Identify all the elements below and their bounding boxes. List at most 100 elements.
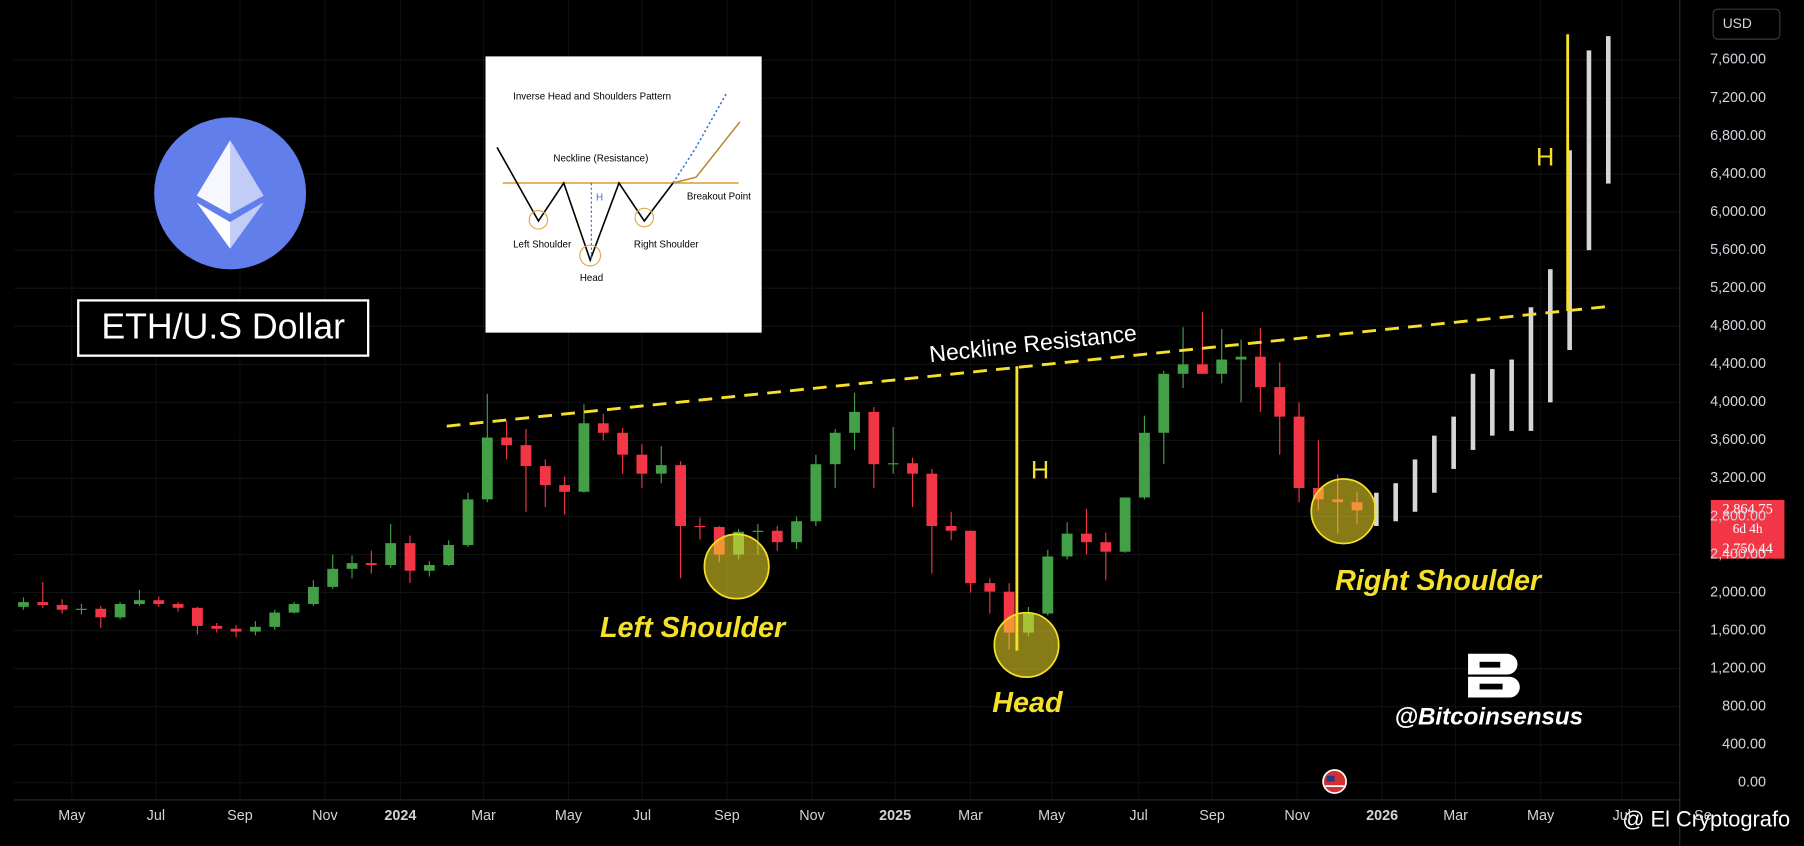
x-tick-label: May (1038, 808, 1066, 824)
watermark: @Bitcoinsensus (1394, 704, 1583, 731)
pattern-circle (1310, 478, 1377, 545)
x-tick-label: Sep (227, 808, 253, 824)
inset-breakout: Breakout Point (687, 191, 751, 202)
candle-body (984, 583, 996, 592)
candle-body (829, 432, 841, 465)
candle-body (481, 437, 493, 500)
candle-body (520, 445, 532, 467)
price-tag-price: 2,864.75 (1722, 502, 1772, 518)
y-tick-label: 5,200.00 (1710, 280, 1766, 296)
pattern-label: Left Shoulder (600, 612, 787, 644)
x-tick-label: Mar (958, 808, 983, 824)
inset-head: Head (580, 273, 603, 284)
y-tick-label: 1,200.00 (1710, 660, 1766, 676)
candle-body (694, 526, 706, 528)
y-tick-label: 800.00 (1722, 699, 1766, 715)
x-tick-label: Mar (1443, 808, 1468, 824)
grid (13, 0, 1680, 800)
candle-body (327, 568, 339, 587)
inset-neckline: Neckline (Resistance) (553, 153, 648, 164)
candle-body (307, 586, 319, 605)
candle-body (1100, 542, 1112, 552)
candle-body (868, 411, 880, 465)
x-tick-label: Mar (471, 808, 496, 824)
chart-title: ETH/U.S Dollar (101, 307, 345, 347)
candle-body (346, 563, 358, 569)
y-tick-label: 6,000.00 (1710, 204, 1766, 220)
candles (18, 36, 1611, 650)
pattern-label: Right Shoulder (1335, 565, 1543, 597)
y-tick-label: 4,000.00 (1710, 394, 1766, 410)
x-tick-label: Sep (714, 808, 740, 824)
projection-bar (1509, 359, 1514, 431)
candle-body (365, 563, 377, 566)
y-tick-label: 2,000.00 (1710, 584, 1766, 600)
candle-body (926, 473, 938, 527)
y-tick-label: 2,800.00 (1710, 508, 1766, 524)
inset-title: Inverse Head and Shoulders Pattern (513, 91, 671, 102)
annotations (446, 34, 1611, 679)
measure-label: H (1536, 144, 1554, 172)
x-tick-label: Nov (799, 808, 825, 824)
candle-body (578, 423, 590, 492)
measure-label: H (1031, 457, 1049, 485)
y-tick-label: 6,800.00 (1710, 128, 1766, 144)
candle-body (56, 604, 68, 610)
y-tick-label: 4,400.00 (1710, 356, 1766, 372)
x-tick-label: 2026 (1366, 808, 1398, 824)
y-tick-label: 3,600.00 (1710, 432, 1766, 448)
eth-logo (154, 117, 307, 270)
candle-body (1235, 356, 1247, 360)
candle-body (655, 465, 667, 474)
candle-body (211, 625, 223, 629)
x-tick-label: Jul (1613, 808, 1631, 824)
inset-h: H (596, 193, 603, 204)
x-tick-label: Se (1694, 808, 1712, 824)
candle-body (192, 607, 203, 626)
candle-body (1293, 416, 1305, 488)
x-tick-label: 2024 (384, 808, 416, 824)
candle-body (1158, 373, 1170, 433)
event-icon[interactable] (1322, 769, 1347, 794)
projection-bar (1412, 459, 1418, 512)
candle-body (539, 466, 551, 486)
candle-body (1061, 533, 1073, 557)
candle-body (675, 465, 686, 527)
currency-label: USD (1723, 16, 1752, 31)
projection-bar (1432, 435, 1437, 493)
candle-body (617, 432, 629, 455)
candle-body (76, 608, 87, 610)
title-box (77, 299, 370, 357)
candle-body (172, 604, 184, 608)
projection-bar (1490, 369, 1495, 436)
neckline (446, 304, 1611, 428)
candle-body (965, 530, 976, 584)
currency-button[interactable] (1712, 8, 1781, 40)
candle-body (1216, 359, 1228, 374)
candle-body (501, 437, 513, 446)
x-tick-label: Nov (1284, 808, 1310, 824)
projection-bar (1393, 483, 1398, 522)
candle-body (1003, 591, 1015, 633)
projection-bar (1451, 416, 1456, 469)
candle-body (559, 485, 571, 492)
price-tag-box (1710, 499, 1785, 559)
candle-body (1119, 497, 1131, 552)
y-tick-label: 7,600.00 (1710, 52, 1766, 68)
candle-body (95, 608, 107, 618)
x-tick-label: Jul (1129, 808, 1147, 824)
candle-body (1274, 387, 1286, 417)
x-tick-label: May (1527, 808, 1555, 824)
inset-diagram: Inverse Head and Shoulders Pattern Neckl… (485, 56, 762, 333)
x-tick-label: 2025 (879, 808, 911, 824)
credit: @ El Cryptografo (1622, 806, 1790, 831)
candle-body (134, 600, 145, 605)
candle-body (887, 463, 899, 465)
projection-bar (1470, 373, 1476, 450)
y-tick-label: 7,200.00 (1710, 90, 1766, 106)
candle-body (288, 604, 300, 613)
candle-body (1177, 364, 1189, 374)
x-tick-label: Sep (1199, 808, 1225, 824)
candle-body (385, 543, 397, 566)
